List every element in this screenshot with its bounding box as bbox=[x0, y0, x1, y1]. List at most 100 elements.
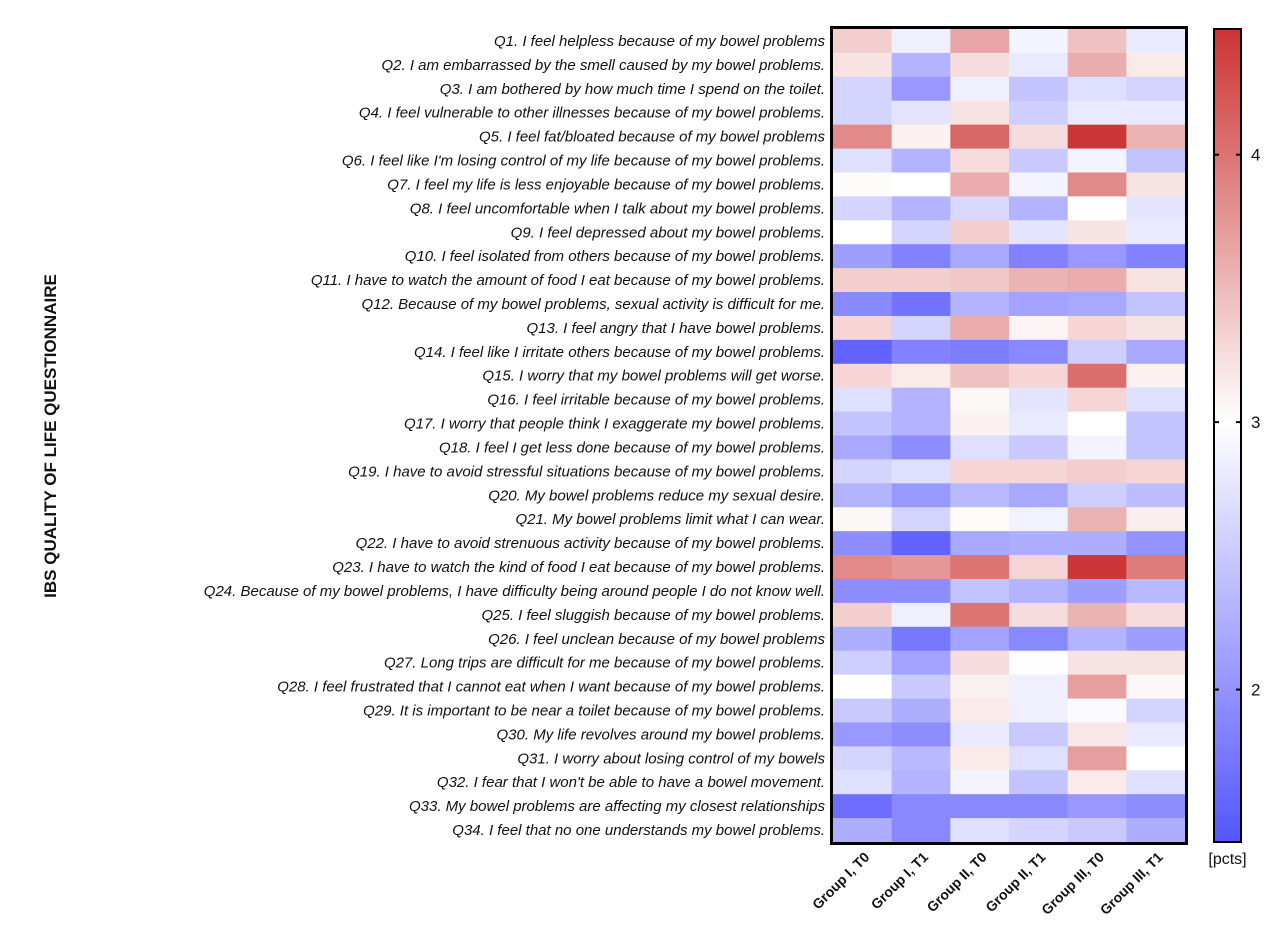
heatmap-cell bbox=[1126, 411, 1186, 436]
row-label: Q5. I feel fat/bloated because of my bow… bbox=[479, 129, 826, 146]
heatmap-cell bbox=[1126, 626, 1186, 652]
heatmap-cell bbox=[950, 722, 1010, 747]
colorbar-tick-label: 4 bbox=[1251, 146, 1260, 165]
heatmap-cell bbox=[1126, 124, 1186, 150]
heatmap-cell bbox=[1067, 52, 1127, 78]
heatmap-cell bbox=[891, 626, 951, 652]
heatmap-cell bbox=[891, 363, 951, 389]
heatmap-cell bbox=[833, 52, 893, 78]
heatmap-cell bbox=[833, 483, 893, 508]
heatmap-cell bbox=[833, 459, 893, 484]
heatmap-cell bbox=[950, 100, 1010, 126]
heatmap-cell bbox=[891, 674, 951, 700]
heatmap-cell bbox=[891, 435, 951, 460]
heatmap-cell bbox=[1009, 244, 1069, 269]
row-label: Q13. I feel angry that I have bowel prob… bbox=[527, 320, 826, 337]
heatmap-cell bbox=[1126, 578, 1186, 604]
heatmap-cell bbox=[833, 602, 893, 628]
row-label: Q15. I worry that my bowel problems will… bbox=[482, 368, 825, 385]
heatmap-cell bbox=[833, 196, 893, 221]
heatmap-cell bbox=[1126, 507, 1186, 532]
heatmap-cell bbox=[1067, 29, 1127, 54]
plot-frame bbox=[830, 26, 1188, 845]
heatmap-cell bbox=[1126, 387, 1186, 413]
heatmap-cell bbox=[891, 483, 951, 508]
heatmap-cell bbox=[1067, 387, 1127, 413]
heatmap-cell bbox=[891, 722, 951, 747]
heatmap-cell bbox=[1009, 268, 1069, 293]
heatmap-cell bbox=[891, 148, 951, 173]
heatmap-cell bbox=[1067, 459, 1127, 484]
row-label: Q18. I feel I get less done because of m… bbox=[439, 439, 825, 456]
heatmap-cell bbox=[1067, 818, 1127, 843]
y-axis-title: IBS QUALITY OF LIFE QUESTIONNAIRE bbox=[41, 274, 60, 598]
heatmap-cell bbox=[833, 244, 893, 269]
heatmap-cell bbox=[950, 507, 1010, 532]
heatmap-cell bbox=[891, 602, 951, 628]
heatmap-cell bbox=[1067, 363, 1127, 389]
heatmap-cell bbox=[1067, 578, 1127, 604]
heatmap-cell bbox=[1067, 339, 1127, 365]
heatmap-cell bbox=[891, 698, 951, 723]
heatmap-cell bbox=[1009, 459, 1069, 484]
row-label: Q22. I have to avoid strenuous activity … bbox=[356, 535, 825, 552]
row-label: Q2. I am embarrassed by the smell caused… bbox=[381, 57, 825, 74]
heatmap-cell bbox=[1126, 602, 1186, 628]
heatmap-cell bbox=[891, 124, 951, 150]
heatmap-cell bbox=[1126, 531, 1186, 556]
heatmap-cell bbox=[950, 626, 1010, 652]
heatmap-cell bbox=[1067, 555, 1127, 580]
heatmap-cell bbox=[1067, 435, 1127, 460]
heatmap-cell bbox=[891, 794, 951, 819]
heatmap-cell bbox=[1067, 196, 1127, 221]
heatmap-cell bbox=[891, 650, 951, 676]
heatmap-cell bbox=[1067, 148, 1127, 173]
colorbar-tick-label: 3 bbox=[1251, 413, 1260, 432]
heatmap-cell bbox=[950, 148, 1010, 173]
heatmap-cell bbox=[1067, 770, 1127, 795]
heatmap-cell bbox=[1009, 124, 1069, 150]
heatmap-cell bbox=[833, 794, 893, 819]
heatmap-cell bbox=[950, 76, 1010, 102]
heatmap-cell bbox=[891, 244, 951, 269]
heatmap-cell bbox=[1067, 507, 1127, 532]
row-label: Q10. I feel isolated from others because… bbox=[405, 248, 825, 265]
heatmap-cell bbox=[950, 52, 1010, 78]
heatmap-cell bbox=[1009, 650, 1069, 676]
heatmap-cell bbox=[1067, 268, 1127, 293]
heatmap-cell bbox=[833, 268, 893, 293]
heatmap-cell bbox=[891, 292, 951, 317]
heatmap-cell bbox=[950, 531, 1010, 556]
heatmap-cell bbox=[1067, 124, 1127, 150]
row-label: Q24. Because of my bowel problems, I hav… bbox=[204, 583, 825, 600]
heatmap-cell bbox=[950, 483, 1010, 508]
heatmap-cell bbox=[1067, 722, 1127, 747]
column-label: Group I, T1 bbox=[868, 849, 932, 913]
heatmap-cell bbox=[950, 363, 1010, 389]
heatmap-cell bbox=[833, 363, 893, 389]
heatmap-cell bbox=[950, 770, 1010, 795]
heatmap-cell bbox=[1009, 722, 1069, 747]
heatmap-cell bbox=[1126, 746, 1186, 771]
heatmap-cell bbox=[950, 818, 1010, 843]
heatmap-cell bbox=[950, 459, 1010, 484]
heatmap-cell bbox=[1067, 746, 1127, 771]
heatmap-cell bbox=[1126, 29, 1186, 54]
row-label: Q16. I feel irritable because of my bowe… bbox=[487, 392, 825, 409]
row-label: Q21. My bowel problems limit what I can … bbox=[515, 511, 825, 528]
heatmap-cell bbox=[833, 770, 893, 795]
heatmap-cell bbox=[1009, 555, 1069, 580]
heatmap-cell bbox=[891, 818, 951, 843]
row-label: Q28. I feel frustrated that I cannot eat… bbox=[277, 679, 825, 696]
heatmap-cell bbox=[950, 244, 1010, 269]
row-label: Q17. I worry that people think I exagger… bbox=[404, 416, 825, 433]
heatmap-cell bbox=[950, 172, 1010, 197]
heatmap-cell bbox=[891, 507, 951, 532]
heatmap-cell bbox=[1009, 172, 1069, 197]
row-label: Q6. I feel like I'm losing control of my… bbox=[342, 153, 825, 170]
heatmap-cell bbox=[1009, 818, 1069, 843]
heatmap-cell bbox=[833, 148, 893, 173]
heatmap-cell bbox=[1009, 387, 1069, 413]
column-label: Group I, T0 bbox=[809, 849, 873, 913]
